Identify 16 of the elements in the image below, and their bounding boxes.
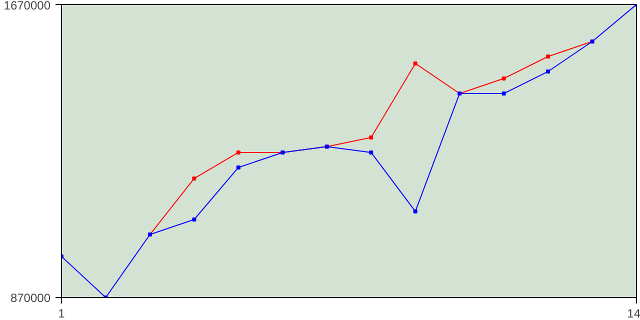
point <box>192 217 196 222</box>
point <box>236 165 240 170</box>
point <box>546 54 550 59</box>
point <box>192 176 196 180</box>
point <box>413 61 418 66</box>
point <box>546 70 550 74</box>
x-tick-label: 14 <box>627 306 640 320</box>
y-tick-label: 870000 <box>10 291 51 305</box>
point <box>502 92 506 96</box>
point <box>369 150 374 154</box>
point <box>413 209 418 214</box>
x-tick-label: 1 <box>58 306 66 320</box>
point <box>369 135 374 140</box>
point <box>502 76 506 80</box>
point <box>236 150 240 154</box>
y-tick-label: 1670000 <box>4 0 51 12</box>
